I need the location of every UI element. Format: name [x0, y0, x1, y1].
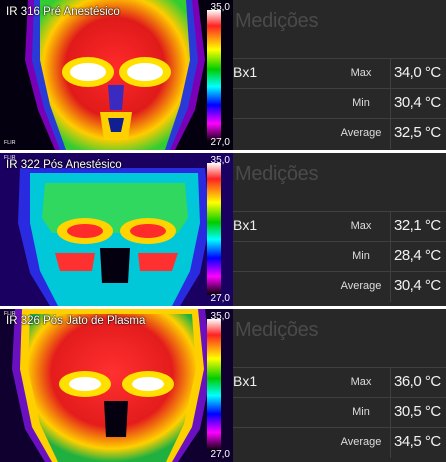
stat-value: 28,4 °C: [394, 247, 441, 264]
stat-value: 30,4 °C: [394, 277, 441, 294]
column-divider: [390, 272, 391, 302]
measurements-title: Medições: [235, 163, 319, 185]
column-divider: [390, 368, 391, 398]
region-name: Bx1: [233, 373, 258, 389]
column-divider: [390, 398, 391, 428]
measurements-panel: Medições Bx1 Max 34,0 °C Min 30,4 °C Ave…: [233, 0, 446, 150]
column-divider: [390, 242, 391, 272]
stat-value: 32,5 °C: [394, 124, 441, 141]
stat-label: Min: [352, 250, 370, 262]
stat-label: Average: [340, 127, 382, 139]
image-caption: IR 326 Pós Jato de Plasma: [6, 315, 146, 327]
measurement-row-min: Min 30,5 °C: [233, 397, 446, 428]
camera-logo-label: FLIR: [4, 140, 16, 146]
region-name: Bx1: [233, 64, 258, 80]
scale-min-label: 27,0: [210, 293, 230, 304]
stat-value: 36,0 °C: [394, 373, 441, 390]
region-name: Bx1: [233, 217, 258, 233]
scale-max-label: 35,0: [210, 2, 230, 13]
stat-value: 34,5 °C: [394, 433, 441, 450]
stat-value: 30,4 °C: [394, 94, 441, 111]
measurement-row-min: Min 28,4 °C: [233, 241, 446, 272]
measurement-row-min: Min 30,4 °C: [233, 88, 446, 119]
panel-post-plasma-jet: IR 326 Pós Jato de Plasma FLIR 35,0 27,0…: [0, 309, 446, 462]
measurement-row-average: Average 34,5 °C: [233, 427, 446, 458]
thermal-image: IR 326 Pós Jato de Plasma FLIR 35,0 27,0: [0, 309, 233, 462]
measurements-title: Medições: [235, 10, 319, 32]
camera-logo-label: FLIR: [4, 155, 16, 161]
stat-value: 30,5 °C: [394, 403, 441, 420]
scale-max-label: 35,0: [210, 155, 230, 166]
image-caption: IR 322 Pós Anestésico: [6, 159, 122, 171]
measurement-row-max: Bx1 Max 34,0 °C: [233, 58, 446, 89]
thermal-image: IR 316 Pré Anestésico FLIR 35,0 27,0: [0, 0, 233, 150]
measurement-row-average: Average 30,4 °C: [233, 271, 446, 302]
scale-min-label: 27,0: [210, 137, 230, 148]
measurement-row-max: Bx1 Max 36,0 °C: [233, 367, 446, 398]
measurements-panel: Medições Bx1 Max 36,0 °C Min 30,5 °C Ave…: [233, 309, 446, 462]
thermal-face-graphic: [0, 309, 233, 462]
stat-value: 34,0 °C: [394, 64, 441, 81]
stat-label: Max: [350, 220, 372, 232]
column-divider: [390, 428, 391, 458]
stat-label: Max: [350, 67, 372, 79]
measurement-row-average: Average 32,5 °C: [233, 118, 446, 149]
panel-post-anesthetic: IR 322 Pós Anestésico FLIR 35,0 27,0 Med…: [0, 153, 446, 306]
measurements-panel: Medições Bx1 Max 32,1 °C Min 28,4 °C Ave…: [233, 153, 446, 306]
column-divider: [390, 59, 391, 89]
stat-label: Average: [340, 436, 382, 448]
stat-label: Max: [350, 376, 372, 388]
column-divider: [390, 89, 391, 119]
scale-min-label: 27,0: [210, 449, 230, 460]
stat-label: Min: [352, 406, 370, 418]
panel-pre-anesthetic: IR 316 Pré Anestésico FLIR 35,0 27,0 Med…: [0, 0, 446, 150]
column-divider: [390, 212, 391, 242]
column-divider: [390, 119, 391, 149]
stat-value: 32,1 °C: [394, 217, 441, 234]
image-caption: IR 316 Pré Anestésico: [6, 6, 120, 18]
thermal-face-graphic: [0, 0, 233, 150]
measurements-title: Medições: [235, 319, 319, 341]
stat-label: Average: [340, 280, 382, 292]
stat-label: Min: [352, 97, 370, 109]
measurement-row-max: Bx1 Max 32,1 °C: [233, 211, 446, 242]
thermal-image: IR 322 Pós Anestésico FLIR 35,0 27,0: [0, 153, 233, 306]
camera-logo-label: FLIR: [4, 311, 16, 317]
scale-max-label: 35,0: [210, 311, 230, 322]
thermal-face-graphic: [0, 153, 233, 306]
